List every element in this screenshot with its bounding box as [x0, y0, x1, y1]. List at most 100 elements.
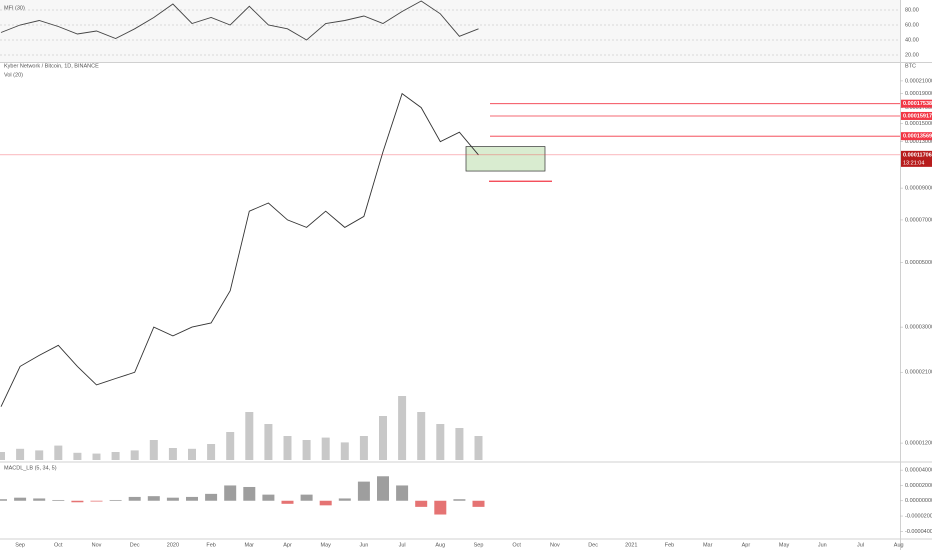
- histogram-bar: [396, 485, 409, 501]
- y-tick-label: 0.00004000: [905, 468, 932, 474]
- x-tick-label: Apr: [742, 542, 751, 548]
- histogram-bar: [453, 499, 466, 501]
- volume-bar: [35, 450, 44, 460]
- x-tick-label: May: [779, 542, 790, 548]
- y-tick-label: 60.00: [905, 22, 919, 28]
- target-zone: [465, 146, 546, 172]
- histogram-bar: [33, 498, 46, 501]
- histogram-bar: [281, 500, 294, 504]
- chart-title: Kyber Network / Bitcoin, 1D, BINANCE: [4, 63, 99, 69]
- x-tick-label: Nov: [92, 542, 102, 548]
- histogram-bar: [109, 499, 122, 501]
- volume-bar: [264, 424, 273, 460]
- x-tick-label: Jun: [818, 542, 827, 548]
- y-tick-label: 0.00019000: [905, 91, 932, 97]
- volume-bar: [0, 452, 5, 460]
- y-tick-label: 0.00007000: [905, 217, 932, 223]
- histogram-bar: [52, 499, 65, 501]
- countdown-label: 13:21:04: [903, 160, 924, 166]
- x-tick-label: Apr: [283, 542, 292, 548]
- volume-bar: [168, 448, 177, 460]
- histogram-bar: [338, 498, 351, 501]
- y-tick-label: 0.00003000: [905, 325, 932, 331]
- y-tick-label: 0.00015000: [905, 121, 932, 127]
- y-tick-label: 20.00: [905, 52, 919, 58]
- y-tick-label: 0.00005000: [905, 260, 932, 266]
- y-tick-label: -0.00004000: [905, 529, 932, 535]
- x-tick-label: Feb: [665, 542, 674, 548]
- histogram-bar: [415, 500, 428, 507]
- volume-bar: [417, 412, 426, 460]
- x-tick-label: 2021: [625, 542, 637, 548]
- volume-bar: [302, 440, 311, 460]
- y-tick-label: 80.00: [905, 7, 919, 13]
- volume-bar: [359, 436, 368, 460]
- last-price-tag: [901, 150, 932, 167]
- mfi-title: MFI (30): [4, 5, 25, 11]
- macd-title: MACDL_LB (5, 34, 5): [4, 465, 57, 471]
- volume-bar: [188, 448, 196, 460]
- x-tick-label: Jun: [359, 542, 368, 548]
- histogram-bar: [472, 500, 485, 507]
- volume-bar: [340, 442, 349, 460]
- volume-bar: [474, 436, 483, 460]
- mfi-background: [0, 0, 900, 62]
- x-tick-label: Jul: [857, 542, 864, 548]
- y-tick-label: 0.00021000: [905, 78, 932, 84]
- histogram-bar: [434, 500, 447, 515]
- y-tick-label: 0.00017000: [905, 105, 932, 111]
- histogram-bar: [243, 486, 256, 501]
- volume-bar: [16, 448, 25, 460]
- y-tick-label: 0.00002000: [905, 483, 932, 489]
- volume-bar: [455, 428, 464, 460]
- x-tick-label: 2020: [167, 542, 179, 548]
- volume-bar: [73, 452, 82, 460]
- price-level-tag: [901, 132, 932, 141]
- volume-bar: [436, 424, 445, 460]
- histogram-bar: [71, 500, 84, 503]
- histogram-bar: [205, 493, 218, 501]
- price-level-label: 0.00017538: [903, 101, 932, 107]
- x-tick-label: Sep: [474, 542, 484, 548]
- histogram-bar: [90, 500, 103, 502]
- histogram-bar: [0, 499, 7, 501]
- histogram-bar: [357, 481, 370, 501]
- volume-bar: [283, 436, 292, 460]
- volume-title: Vol (20): [4, 72, 23, 78]
- y-tick-label: 40.00: [905, 37, 919, 43]
- x-tick-label: Oct: [54, 542, 63, 548]
- histogram-bar: [377, 476, 389, 501]
- x-tick-label: Feb: [206, 542, 215, 548]
- last-price-label: 0.00011706: [903, 152, 932, 158]
- y-tick-label: 0.00009000: [905, 186, 932, 192]
- histogram-bar: [14, 497, 27, 501]
- volume-bar: [245, 412, 254, 460]
- x-tick-label: Aug: [435, 542, 445, 548]
- y-tick-label: 0.00001200: [905, 441, 932, 447]
- x-tick-label: Aug: [894, 542, 904, 548]
- price-level-tag: [901, 99, 932, 108]
- y-axis-label: BTC: [905, 63, 916, 69]
- histogram-bar: [166, 497, 179, 501]
- histogram-bar: [147, 496, 160, 501]
- histogram-bar: [224, 485, 237, 501]
- histogram-bar: [300, 494, 313, 501]
- volume-bar: [111, 452, 120, 460]
- histogram-bar: [186, 496, 198, 501]
- histogram-bar: [128, 496, 141, 501]
- volume-bar: [226, 432, 235, 460]
- x-tick-label: Jul: [399, 542, 406, 548]
- x-tick-label: Mar: [703, 542, 713, 548]
- x-tick-label: Dec: [588, 542, 598, 548]
- x-tick-label: Oct: [512, 542, 521, 548]
- y-tick-label: 0.00002100: [905, 370, 932, 376]
- x-tick-label: Sep: [15, 542, 25, 548]
- histogram-bar: [262, 494, 275, 501]
- histogram-bar: [319, 500, 332, 506]
- price-level-tag: [901, 111, 932, 120]
- price-level-label: 0.00013569: [903, 134, 932, 140]
- volume-bar: [379, 416, 387, 460]
- x-tick-label: Dec: [130, 542, 140, 548]
- x-tick-label: Mar: [245, 542, 255, 548]
